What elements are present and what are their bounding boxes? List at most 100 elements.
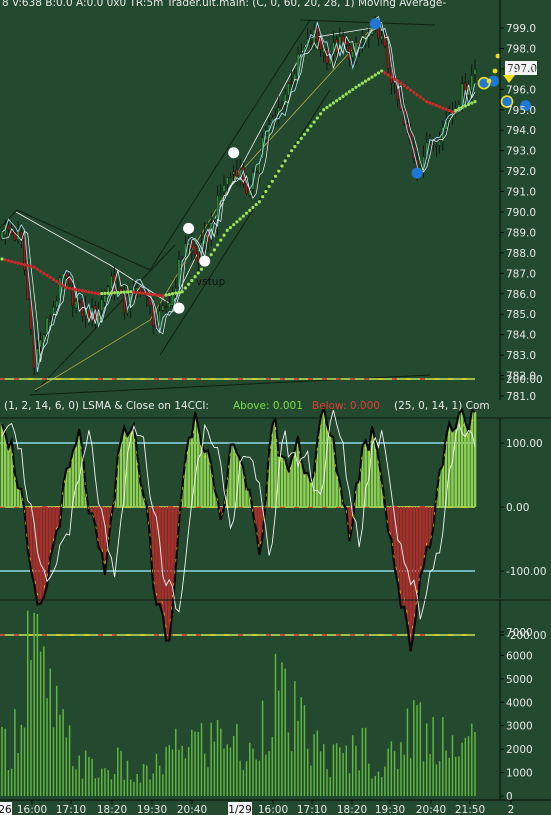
moving-average-dot: [254, 203, 258, 207]
moving-average-dot: [370, 75, 374, 79]
moving-average-dot: [457, 107, 461, 111]
candle-bull: [168, 302, 171, 308]
cci-line: [0, 406, 476, 652]
moving-average-dot: [460, 105, 464, 110]
last-price-box: [505, 61, 537, 75]
moving-average-dot: [338, 96, 342, 101]
moving-average-dot: [463, 104, 467, 108]
moving-average-dot: [55, 279, 59, 284]
candle-bear: [383, 33, 387, 47]
signal-marker-blue: [520, 100, 532, 112]
moving-average-dot: [389, 75, 393, 79]
moving-average-dot: [48, 275, 52, 280]
moving-average-dot: [434, 103, 438, 108]
moving-average-dot: [212, 248, 216, 252]
moving-average-dot: [174, 291, 178, 295]
moving-average-dot: [318, 112, 323, 116]
candle-bull: [110, 275, 113, 290]
moving-average-dot: [58, 281, 62, 286]
moving-average-dot: [344, 92, 348, 96]
moving-average-dot: [93, 291, 97, 295]
price-axis-tick-label: 797.0: [506, 64, 536, 76]
candle-bull: [361, 41, 364, 44]
moving-average-dot: [425, 100, 429, 104]
candle-bear: [193, 245, 197, 255]
signal-marker-white: [173, 302, 185, 314]
moving-average-dot: [177, 290, 181, 295]
moving-average-dot: [35, 267, 39, 271]
candle-bull: [274, 115, 277, 117]
price-axis-tick-label: 786.0: [506, 289, 536, 301]
signal-dot: [495, 53, 501, 59]
time-axis: 26 16:00 17:10 18:20 19:30 20:40 1/29 16:00 17:1…: [0, 799, 551, 815]
moving-average-dot: [386, 73, 390, 77]
moving-average-dot: [113, 291, 117, 295]
time-axis-tick-label: 16:00: [17, 804, 47, 815]
moving-average-dot: [251, 205, 255, 210]
moving-average-dot: [77, 288, 81, 292]
time-axis-tick-label: 19:30: [137, 804, 167, 815]
time-axis-tick-label: 19:30: [375, 804, 405, 815]
moving-average-dot: [183, 286, 188, 290]
moving-average-dot: [299, 136, 303, 140]
moving-average-dot: [154, 293, 159, 297]
cci-pane: [0, 378, 551, 652]
moving-average-dot: [26, 263, 30, 268]
candle-bull: [447, 117, 451, 120]
price-axis-tick-label: 788.0: [506, 248, 536, 260]
moving-average-dot: [241, 214, 245, 218]
candle-bull: [171, 293, 174, 306]
moving-average-dot: [405, 86, 410, 90]
price-axis-tick-label: 795.0: [506, 105, 536, 117]
moving-average-dot: [225, 228, 229, 232]
moving-average-dot: [264, 189, 268, 194]
moving-average-dot: [129, 290, 133, 294]
cci-axis-tick-label: -100.00: [506, 566, 547, 578]
candle-bear: [71, 286, 75, 306]
price-annotations: vstup 797.0: [196, 53, 537, 288]
volume-axis: 7000 6000 5000 4000 3000 2000 1000 0: [499, 600, 533, 803]
candle-bull: [293, 73, 297, 83]
zigzag-line-secondary: [34, 27, 373, 391]
header-texts: 8 V:638 B:0.0 A:0.0 0x0 TR:5m Trader.ult…: [2, 0, 490, 412]
candle-bull: [161, 305, 165, 311]
candle-bear: [7, 224, 10, 231]
moving-average-dot: [19, 262, 23, 266]
candle-bear: [357, 43, 361, 46]
moving-average-dot: [109, 291, 114, 295]
moving-average-dot: [473, 100, 477, 104]
candle-bull: [74, 301, 78, 309]
candle-bull: [106, 286, 110, 297]
price-axis-tick-label: 789.0: [506, 227, 536, 239]
candle-bear: [23, 235, 26, 271]
moving-average-dot: [193, 275, 197, 279]
cci-axis-tick-label: 0.00: [506, 502, 529, 514]
candle-bull: [203, 234, 207, 245]
trendline: [16, 209, 151, 271]
time-axis-tick-label: 20:40: [177, 804, 207, 815]
moving-average-dot: [90, 290, 94, 295]
moving-average-dot: [3, 258, 7, 262]
moving-average-dot: [383, 71, 387, 75]
moving-average-dot: [215, 243, 220, 247]
date-highlight: [228, 802, 252, 815]
moving-average-dot: [409, 88, 413, 92]
candle-bull: [438, 140, 441, 146]
moving-average-dot: [257, 200, 262, 204]
candle-bull: [473, 68, 477, 75]
moving-average-dot: [42, 271, 46, 275]
moving-average-dot: [87, 290, 91, 294]
moving-average-dot: [45, 273, 49, 277]
signal-marker-blue: [487, 75, 499, 87]
moving-average-dot: [331, 101, 336, 105]
candle-bull: [435, 145, 438, 147]
trendline: [34, 244, 176, 393]
price-axis-tick-label: 784.0: [506, 330, 536, 342]
candle-bull: [58, 277, 62, 299]
trendline: [159, 89, 331, 356]
moving-average-dot: [380, 69, 384, 73]
time-axis-tick-label: 21:50: [455, 804, 485, 815]
moving-average-dot: [431, 102, 435, 106]
signal-marker-blue: [500, 95, 514, 108]
